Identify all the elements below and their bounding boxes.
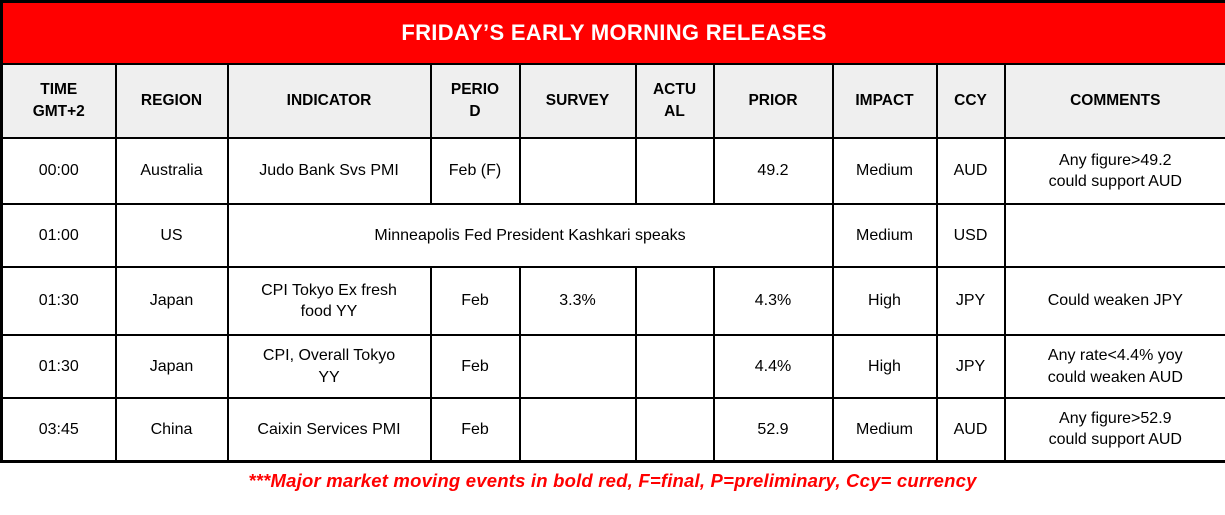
indicator-cell: Caixin Services PMI bbox=[226, 397, 432, 462]
ccy-cell: USD bbox=[935, 203, 1006, 268]
comments-cell: Could weaken JPY bbox=[1003, 266, 1225, 336]
impact-cell: High bbox=[831, 266, 938, 336]
period-cell: Feb bbox=[429, 397, 521, 462]
time-cell: 01:00 bbox=[0, 203, 117, 268]
comments-cell: Any figure>49.2 could support AUD bbox=[1003, 137, 1225, 205]
ccy-cell: JPY bbox=[935, 266, 1006, 336]
releases-table: FRIDAY’S EARLY MORNING RELEASES TIME GMT… bbox=[0, 0, 1225, 463]
table-row: 03:45 China Caixin Services PMI Feb 52.9… bbox=[0, 397, 1225, 462]
time-cell: 03:45 bbox=[0, 397, 117, 462]
prior-cell: 4.4% bbox=[712, 334, 834, 399]
region-cell: Japan bbox=[114, 334, 229, 399]
ccy-cell: AUD bbox=[935, 137, 1006, 205]
ccy-cell: JPY bbox=[935, 334, 1006, 399]
impact-cell: Medium bbox=[831, 137, 938, 205]
actual-cell bbox=[634, 397, 715, 462]
prior-cell: 4.3% bbox=[712, 266, 834, 336]
time-cell: 01:30 bbox=[0, 266, 117, 336]
survey-cell: 3.3% bbox=[518, 266, 637, 336]
prior-cell: 52.9 bbox=[712, 397, 834, 462]
column-header-impact: IMPACT bbox=[831, 63, 938, 139]
impact-cell: High bbox=[831, 334, 938, 399]
column-header-region: REGION bbox=[114, 63, 229, 139]
comments-cell: Any rate<4.4% yoy could weaken AUD bbox=[1003, 334, 1225, 399]
title-row: FRIDAY’S EARLY MORNING RELEASES bbox=[0, 0, 1225, 65]
footer-note: ***Major market moving events in bold re… bbox=[248, 469, 977, 491]
prior-cell: 49.2 bbox=[712, 137, 834, 205]
survey-cell bbox=[518, 137, 637, 205]
region-cell: US bbox=[114, 203, 229, 268]
column-header-survey: SURVEY bbox=[518, 63, 637, 139]
table-row: 01:30 Japan CPI, Overall Tokyo YY Feb 4.… bbox=[0, 334, 1225, 399]
header-row: TIME GMT+2 REGION INDICATOR PERIO D SURV… bbox=[0, 63, 1225, 139]
indicator-cell: Judo Bank Svs PMI bbox=[226, 137, 432, 205]
time-cell: 00:00 bbox=[0, 137, 117, 205]
period-cell: Feb (F) bbox=[429, 137, 521, 205]
column-header-indicator: INDICATOR bbox=[226, 63, 432, 139]
indicator-cell: CPI, Overall Tokyo YY bbox=[226, 334, 432, 399]
table-title: FRIDAY’S EARLY MORNING RELEASES bbox=[0, 0, 1225, 65]
actual-cell bbox=[634, 137, 715, 205]
column-header-time: TIME GMT+2 bbox=[0, 63, 117, 139]
table-row: 01:30 Japan CPI Tokyo Ex fresh food YY F… bbox=[0, 266, 1225, 336]
comments-cell bbox=[1003, 203, 1225, 268]
column-header-actual: ACTU AL bbox=[634, 63, 715, 139]
time-cell: 01:30 bbox=[0, 334, 117, 399]
comments-cell: Any figure>52.9 could support AUD bbox=[1003, 397, 1225, 462]
impact-cell: Medium bbox=[831, 397, 938, 462]
period-cell: Feb bbox=[429, 266, 521, 336]
region-cell: Japan bbox=[114, 266, 229, 336]
period-cell: Feb bbox=[429, 334, 521, 399]
column-header-prior: PRIOR bbox=[712, 63, 834, 139]
column-header-comments: COMMENTS bbox=[1003, 63, 1225, 139]
actual-cell bbox=[634, 266, 715, 336]
survey-cell bbox=[518, 334, 637, 399]
region-cell: China bbox=[114, 397, 229, 462]
ccy-cell: AUD bbox=[935, 397, 1006, 462]
column-header-ccy: CCY bbox=[935, 63, 1006, 139]
region-cell: Australia bbox=[114, 137, 229, 205]
impact-cell: Medium bbox=[831, 203, 938, 268]
column-header-period: PERIO D bbox=[429, 63, 521, 139]
table-row: 01:00 US Minneapolis Fed President Kashk… bbox=[0, 203, 1225, 268]
indicator-cell: CPI Tokyo Ex fresh food YY bbox=[226, 266, 432, 336]
actual-cell bbox=[634, 334, 715, 399]
survey-cell bbox=[518, 397, 637, 462]
merged-event-cell: Minneapolis Fed President Kashkari speak… bbox=[226, 203, 834, 268]
table-row: 00:00 Australia Judo Bank Svs PMI Feb (F… bbox=[0, 137, 1225, 205]
